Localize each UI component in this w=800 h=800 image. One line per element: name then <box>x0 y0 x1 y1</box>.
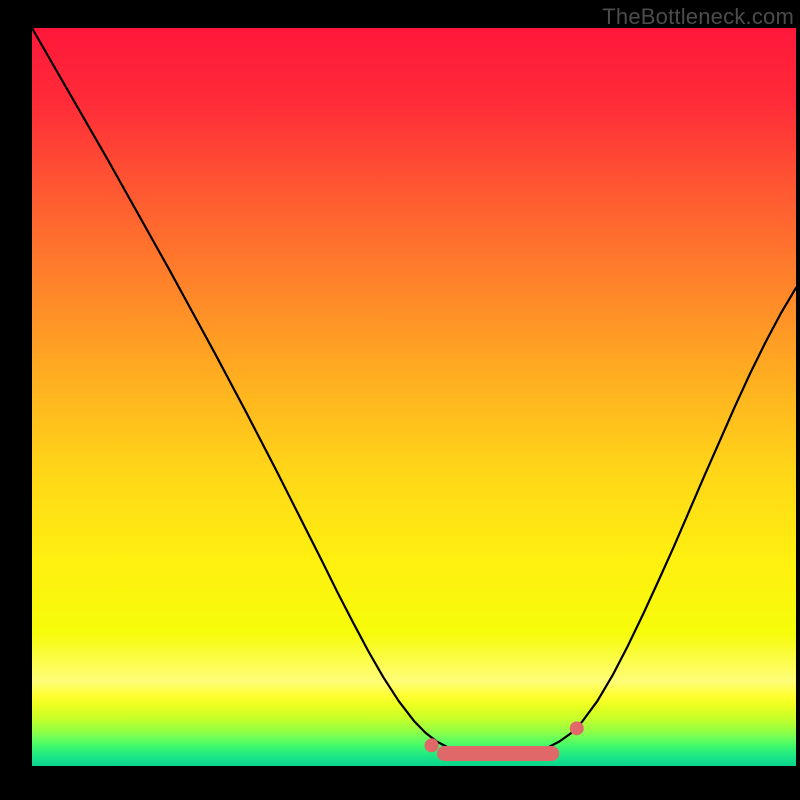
bottleneck-chart <box>32 28 796 766</box>
optimal-zone-right-point <box>570 721 584 735</box>
chart-svg <box>32 28 796 766</box>
chart-background <box>32 28 796 766</box>
optimal-zone-bar <box>437 746 559 761</box>
optimal-zone-left-point <box>425 738 439 752</box>
watermark-text: TheBottleneck.com <box>602 4 794 30</box>
